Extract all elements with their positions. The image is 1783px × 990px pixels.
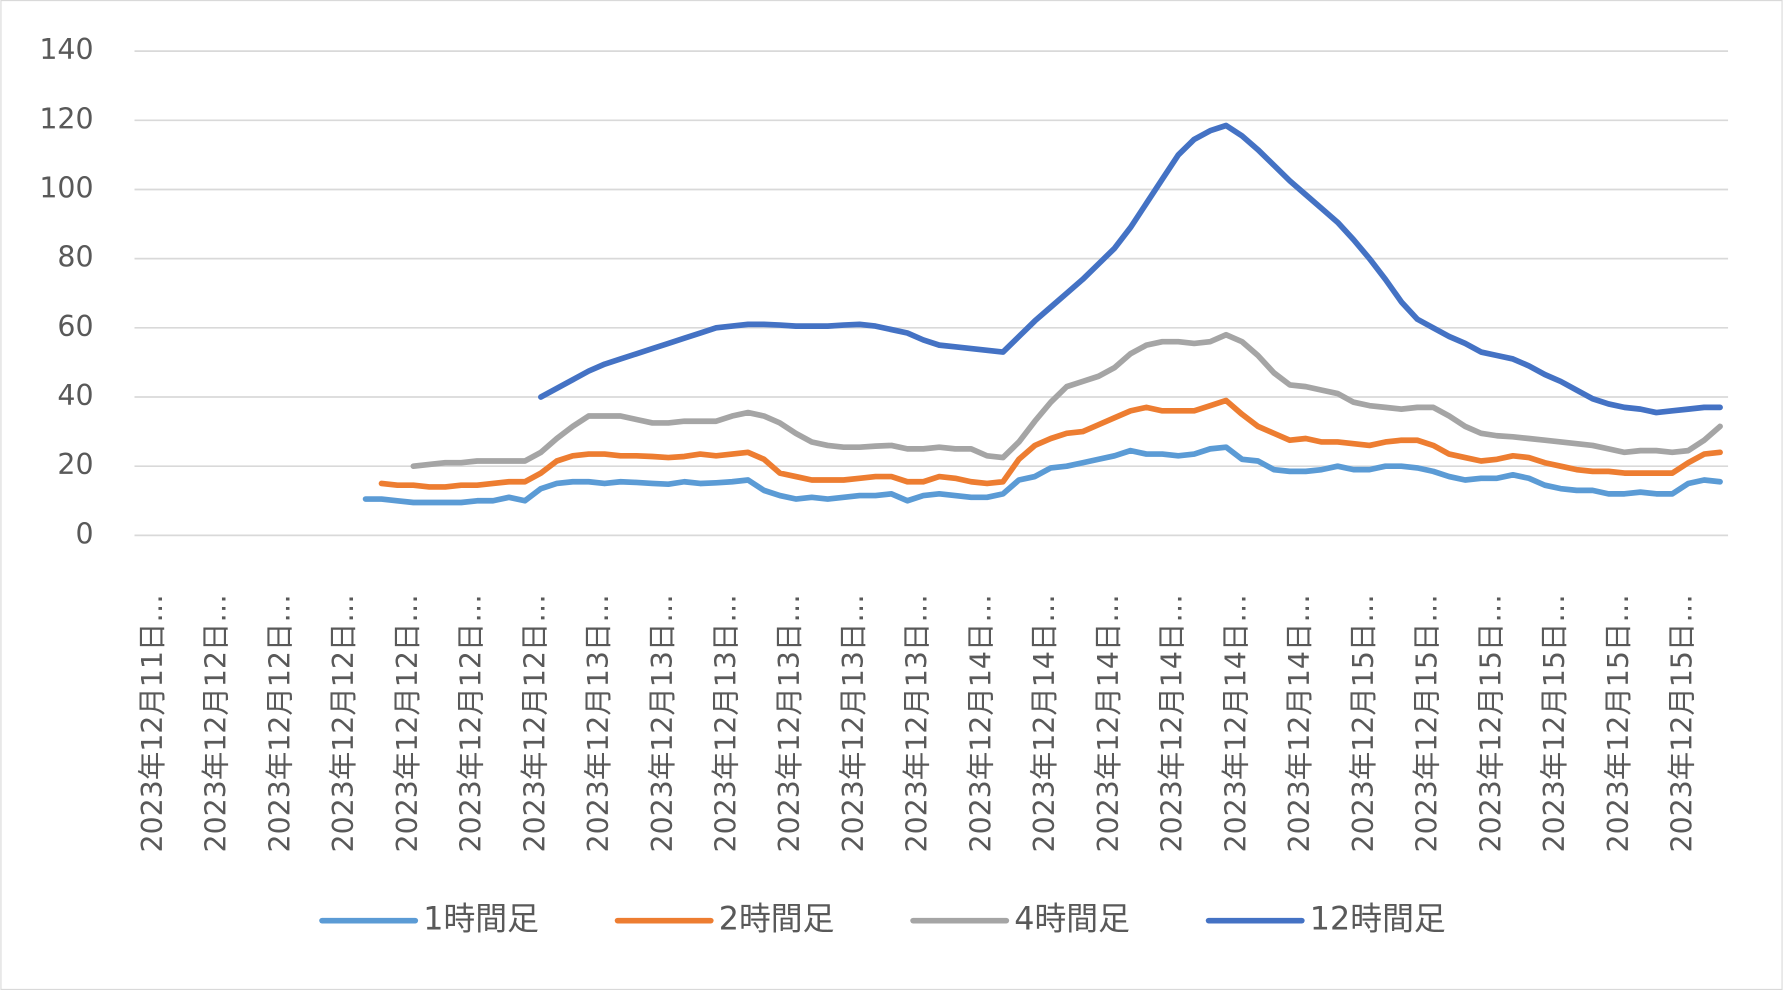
x-tick-label: 2023年12月15日… — [1347, 594, 1380, 852]
x-tick-label: 2023年12月15日… — [1666, 594, 1699, 852]
x-tick-label: 2023年12月13日… — [901, 594, 934, 852]
y-tick-label: 60 — [57, 310, 93, 343]
x-tick-label: 2023年12月13日… — [582, 594, 615, 852]
x-tick-label: 2023年12月12日… — [263, 594, 296, 852]
y-tick-label: 140 — [39, 33, 93, 66]
x-tick-label: 2023年12月13日… — [773, 594, 806, 852]
x-tick-label: 2023年12月15日… — [1474, 594, 1507, 852]
x-tick-label: 2023年12月14日… — [1156, 594, 1189, 852]
legend-label: 4時間足 — [1014, 900, 1130, 938]
series-line — [378, 397, 1723, 490]
x-tick-label: 2023年12月12日… — [391, 594, 424, 852]
x-tick-label: 2023年12月14日… — [1028, 594, 1061, 852]
x-tick-label: 2023年12月14日… — [1092, 594, 1125, 852]
y-tick-label: 40 — [57, 379, 93, 412]
x-tick-label: 2023年12月12日… — [455, 594, 488, 852]
y-tick-label: 20 — [57, 448, 93, 481]
x-tick-label: 2023年12月15日… — [1602, 594, 1635, 852]
y-tick-label: 120 — [39, 102, 93, 135]
legend-label: 2時間足 — [719, 900, 835, 938]
x-tick-label: 2023年12月12日… — [518, 594, 551, 852]
x-tick-label: 2023年12月14日… — [1219, 594, 1252, 852]
x-tick-label: 2023年12月15日… — [1411, 594, 1444, 852]
x-tick-label: 2023年12月12日… — [327, 594, 360, 852]
x-tick-label: 2023年12月12日… — [200, 594, 233, 852]
legend-label: 1時間足 — [423, 900, 539, 938]
y-tick-label: 80 — [57, 241, 93, 274]
y-tick-label: 0 — [76, 517, 94, 550]
series-line — [410, 331, 1723, 470]
x-tick-label: 2023年12月13日… — [837, 594, 870, 852]
legend-label: 12時間足 — [1310, 900, 1446, 938]
x-tick-label: 2023年12月15日… — [1538, 594, 1571, 852]
series-line — [362, 444, 1723, 506]
series-line — [538, 122, 1723, 416]
x-tick-label: 2023年12月14日… — [964, 594, 997, 852]
x-tick-label: 2023年12月13日… — [646, 594, 679, 852]
x-tick-label: 2023年12月13日… — [710, 594, 743, 852]
x-tick-label: 2023年12月14日… — [1283, 594, 1316, 852]
x-tick-label: 2023年12月11日… — [136, 594, 169, 852]
y-tick-label: 100 — [39, 171, 93, 204]
